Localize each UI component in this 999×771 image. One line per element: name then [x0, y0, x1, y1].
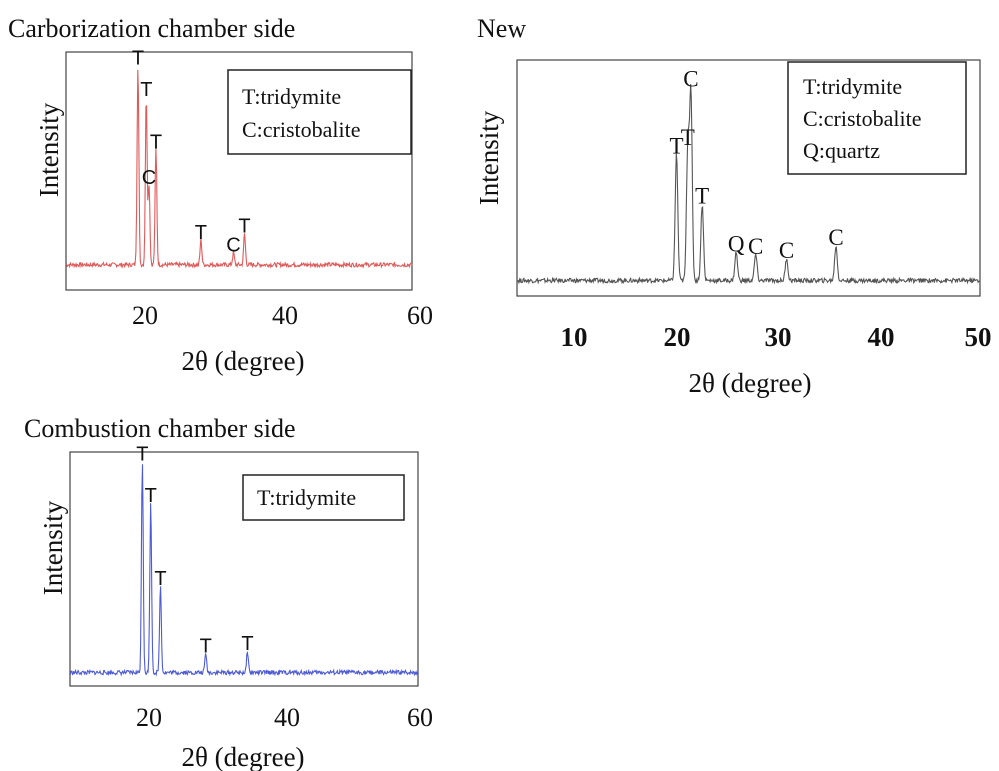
x-tick-label: 10 [561, 322, 588, 352]
legend-box [242, 474, 405, 521]
chart-title: Combustion chamber side [24, 414, 296, 443]
x-tick-label: 50 [965, 322, 992, 352]
legend-box [227, 69, 412, 155]
legend-box [787, 61, 967, 175]
chart-title: Carborization chamber side [8, 14, 296, 43]
legend-entry-tridymite: T:tridymite [257, 485, 356, 510]
x-axis-label: 2θ (degree) [688, 368, 811, 398]
peak-label: T [140, 79, 152, 101]
legend-entry-cristobalite: C:cristobalite [803, 106, 922, 131]
peak-label: T [150, 132, 162, 154]
x-axis-label: 2θ (degree) [181, 346, 304, 376]
peak-label: T [695, 184, 709, 209]
peak-label: C [226, 234, 240, 256]
peak-label: T [681, 125, 695, 150]
x-tick-label: 20 [136, 703, 162, 732]
x-tick-label: 40 [274, 703, 300, 732]
peak-label: T [241, 633, 253, 655]
x-tick-label: 60 [407, 703, 433, 732]
peak-label: C [828, 225, 843, 250]
peak-label: T [145, 485, 157, 507]
xrd-trace [65, 69, 413, 269]
peak-label: C [748, 234, 763, 259]
x-tick-label: 30 [765, 322, 792, 352]
chart-carborization: Carborization chamber side T:tridymite C… [0, 0, 460, 400]
x-tick-label: 40 [868, 322, 895, 352]
peak-label: T [669, 134, 683, 159]
x-axis-label: 2θ (degree) [181, 742, 304, 771]
peak-label: T [195, 222, 207, 244]
peak-label: T [238, 216, 250, 238]
xrd-trace [69, 464, 419, 677]
legend-entry-quartz: Q:quartz [803, 138, 880, 163]
peak-label: C [683, 67, 698, 92]
peak-label: T [200, 635, 212, 657]
peak-label: C [142, 167, 156, 189]
x-tick-label: 20 [664, 322, 691, 352]
peak-label: T [136, 444, 148, 466]
xrd-trace [516, 84, 981, 285]
peak-label: C [779, 238, 794, 263]
peak-label: T [154, 568, 166, 590]
chart-svg: T:tridymite C:cristobalite Q:quartz TTCT… [474, 59, 992, 398]
x-tick-label: 40 [272, 301, 298, 330]
y-axis-label: Intensity [38, 500, 68, 595]
y-axis-label: Intensity [474, 110, 504, 205]
x-tick-label: 20 [132, 301, 158, 330]
chart-new: New T:tridymite C:cristobalite Q:quartz … [470, 0, 999, 420]
legend-entry-cristobalite: C:cristobalite [242, 117, 361, 142]
x-tick-label: 60 [407, 301, 433, 330]
peak-label: Q [728, 232, 745, 257]
peak-label: T [132, 48, 144, 70]
legend-entry-tridymite: T:tridymite [242, 84, 341, 109]
chart-title: New [477, 14, 527, 43]
y-axis-label: Intensity [34, 102, 64, 197]
legend-entry-tridymite: T:tridymite [803, 74, 902, 99]
